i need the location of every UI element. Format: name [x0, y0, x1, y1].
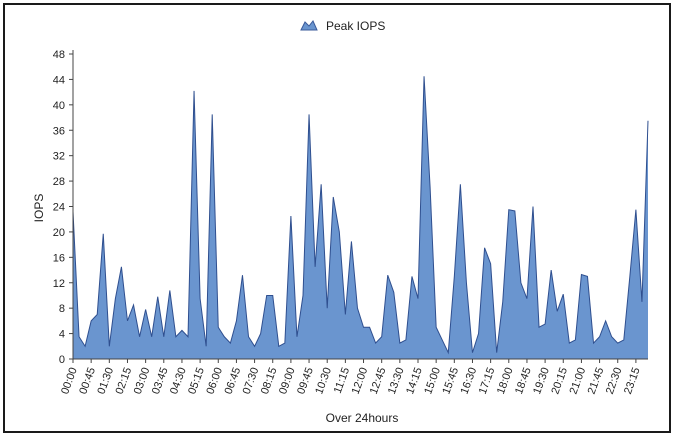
y-tick-label: 12 [53, 278, 65, 290]
y-tick-label: 24 [53, 202, 65, 214]
y-tick-label: 16 [53, 252, 65, 264]
legend: Peak IOPS [300, 19, 385, 33]
y-tick-label: 36 [53, 125, 65, 137]
y-tick-label: 40 [53, 100, 65, 112]
plot-area: 0481216202428323640444800:0000:4501:3002… [53, 49, 649, 396]
x-tick-label: 23:15 [622, 366, 643, 396]
legend-label-peak-iops: Peak IOPS [326, 19, 385, 33]
y-tick-label: 4 [59, 329, 65, 341]
y-tick-label: 0 [59, 354, 65, 366]
x-axis-label: Over 24hours [326, 411, 399, 425]
y-axis-label: IOPS [32, 194, 46, 223]
y-tick-label: 48 [53, 49, 65, 61]
y-tick-label: 44 [53, 74, 65, 86]
series-line-peak-iops [72, 76, 649, 355]
legend-swatch-peak-iops [300, 20, 318, 31]
y-tick-label: 28 [53, 176, 65, 188]
y-tick-label: 20 [53, 227, 65, 239]
y-tick-label: 32 [53, 151, 65, 163]
y-tick-label: 8 [59, 303, 65, 315]
